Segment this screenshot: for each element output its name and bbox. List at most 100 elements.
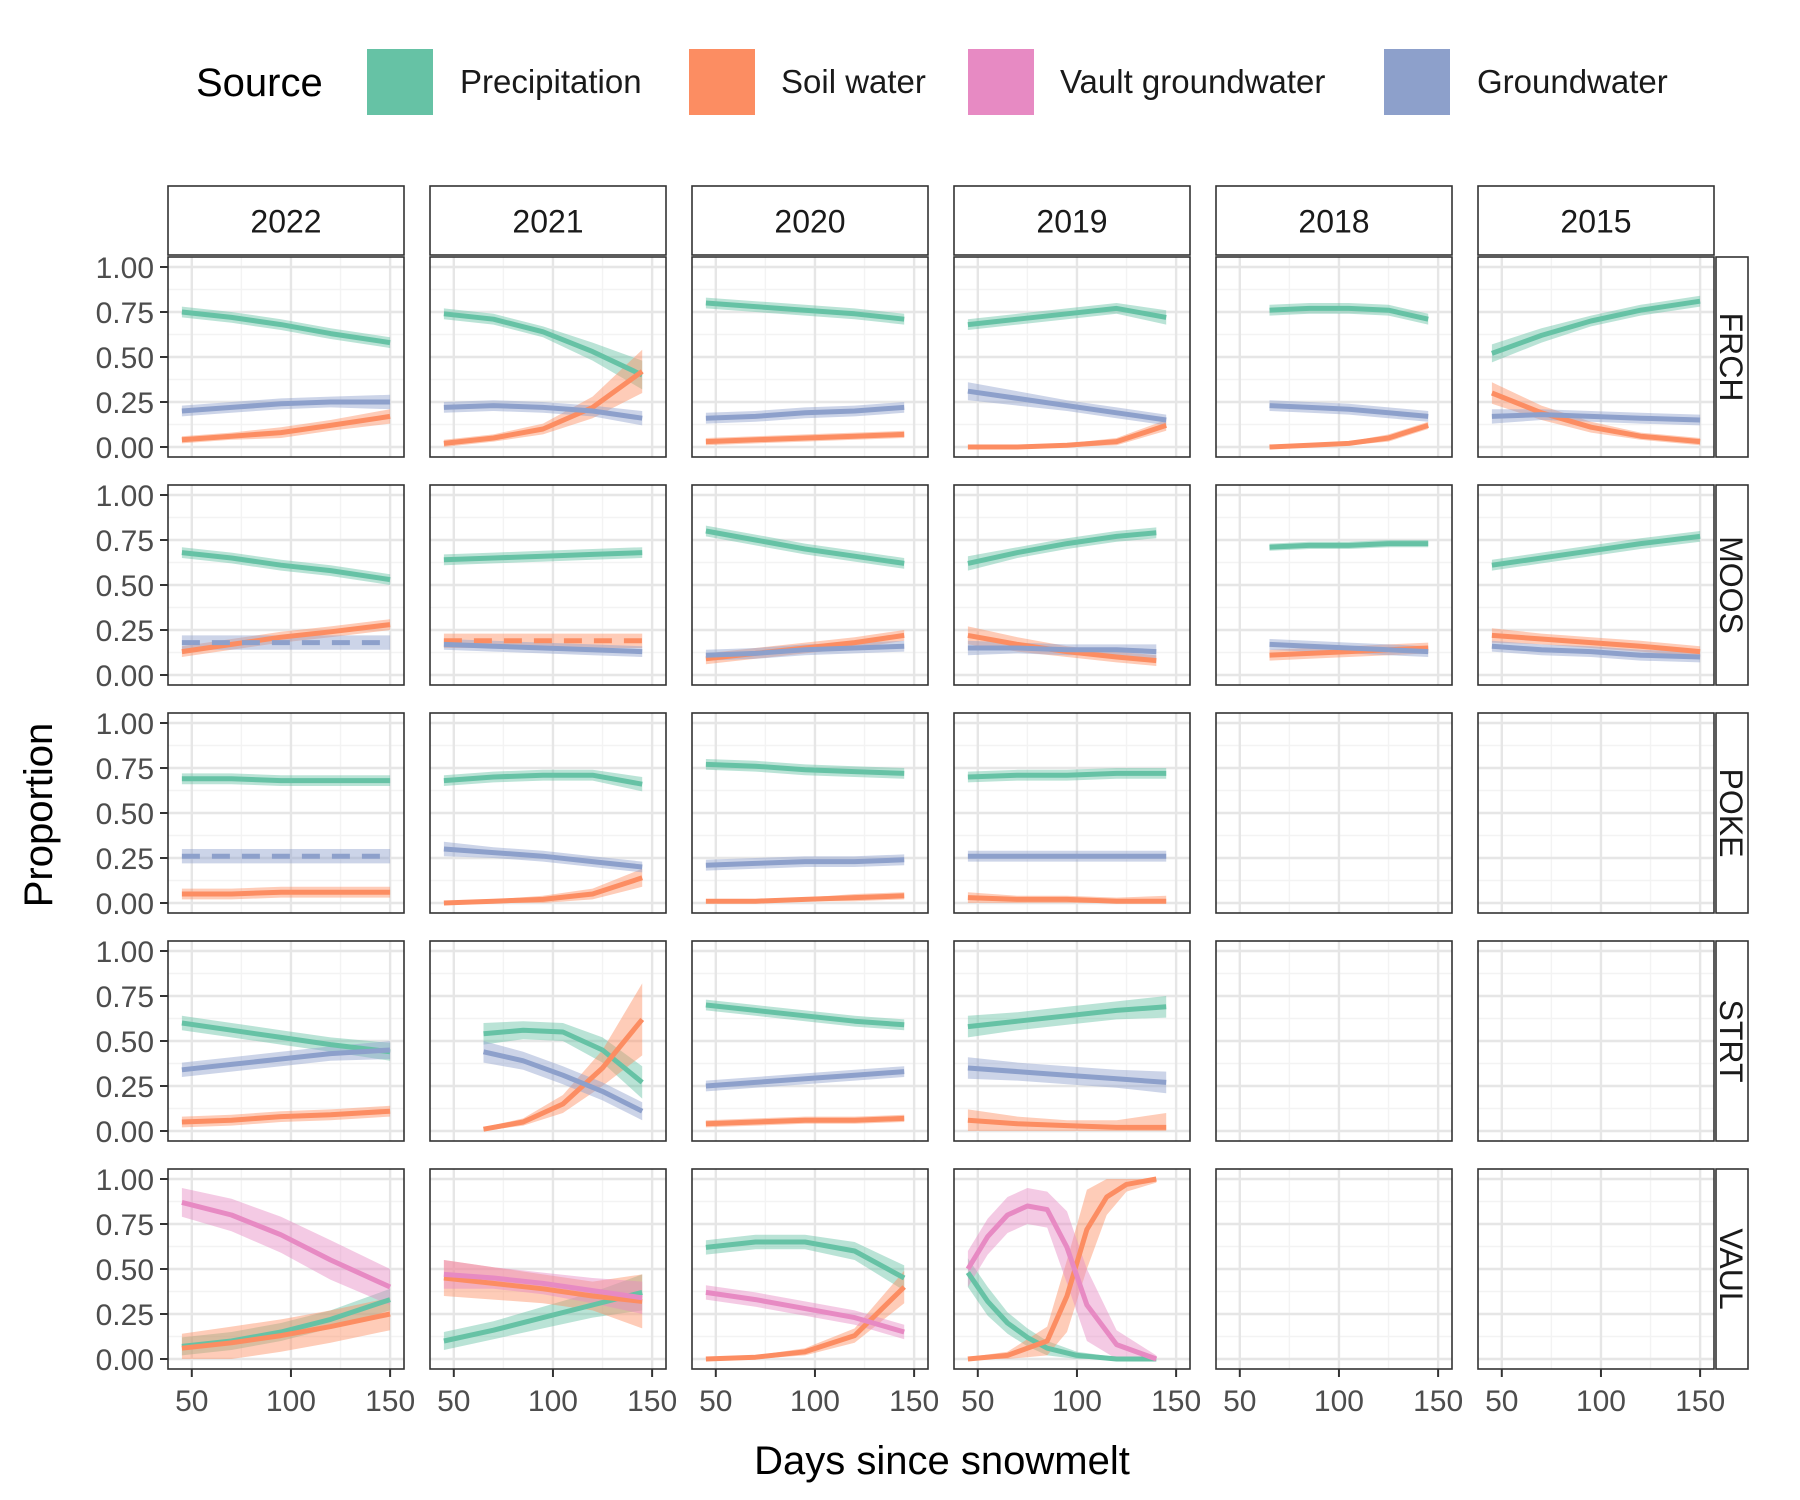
y-tick-label: 1.00 [96,708,154,741]
legend-label: Vault groundwater [1060,63,1325,100]
series-line [181,1311,391,1351]
series-line [1269,305,1429,322]
row-strip: MOOS [1713,484,1749,686]
series-line [967,388,1167,423]
column-strip: 2019 [953,185,1191,256]
series-line [443,403,643,421]
series-line [705,893,905,904]
panel-grid [1216,257,1452,457]
row-strip: POKE [1713,712,1749,914]
confidence-band [1269,421,1429,447]
series-line [705,643,905,658]
row-label: VAUL [1713,1228,1749,1309]
legend-item: Vault groundwater [968,49,1325,115]
panel-grid [1478,1169,1714,1369]
panel-grid [692,941,928,1141]
series-line [1491,412,1701,423]
series-line [181,622,391,655]
x-tick-label: 150 [365,1385,415,1418]
row-label: POKE [1713,769,1749,858]
panel-grid [430,257,666,457]
y-tick-label: 0.00 [96,432,154,465]
y-tick-label: 0.00 [96,1116,154,1149]
legend-title: Source [196,61,323,105]
row-label: STRT [1713,1000,1749,1083]
column-label: 2022 [250,204,321,240]
series-line [705,431,905,445]
y-tick-label: 1.00 [96,252,154,285]
series-line [705,1069,905,1089]
y-tick-label: 1.00 [96,1164,154,1197]
series-line [1269,541,1429,550]
series-line [181,550,391,583]
series-line [967,1004,1167,1030]
panel-border [1477,256,1715,458]
series-line [1269,641,1429,655]
series-line [483,1027,644,1085]
facet-panel [953,940,1191,1142]
y-tick-label: 0.50 [96,570,154,603]
x-tick-label: 50 [175,1385,208,1418]
column-label: 2021 [512,204,583,240]
x-tick-label: 100 [266,1385,316,1418]
panel-grid [1216,941,1452,1141]
facet-panel [429,940,667,1142]
panel-border [1477,484,1715,686]
panel-grid [954,941,1190,1141]
facet-panel [167,1168,405,1370]
series-line [181,1020,391,1055]
column-label: 2020 [774,204,845,240]
column-strip: 2020 [691,185,929,256]
x-tick-label: 50 [1485,1385,1518,1418]
x-tick-label: 150 [1675,1385,1725,1418]
facet-panel [429,1168,667,1370]
legend-label: Groundwater [1477,63,1668,100]
facet-panel [1477,484,1715,686]
panel-grid [1478,257,1714,457]
column-label: 2019 [1036,204,1107,240]
facet-panel [691,712,929,914]
y-tick-label: 0.00 [96,1344,154,1377]
series-line [443,1275,643,1304]
series-line [181,309,391,346]
facet-panel [1477,1168,1715,1370]
x-tick-label: 50 [1223,1385,1256,1418]
y-tick-label: 0.25 [96,1299,154,1332]
x-tick-label: 150 [1151,1385,1201,1418]
panel-grid [1478,941,1714,1141]
series-line [443,1271,643,1301]
series-line [967,423,1167,450]
y-tick-label: 0.50 [96,798,154,831]
series-line [443,846,643,870]
y-axis-label: Proportion [17,723,61,908]
facet-panel [1215,940,1453,1142]
confidence-band [967,1179,1157,1359]
panel-border [1477,940,1715,1142]
panel-border [1477,1168,1715,1370]
panel-border [1477,712,1715,914]
facet-panel [691,484,929,686]
x-tick-label: 100 [790,1385,840,1418]
legend-label: Precipitation [460,63,642,100]
legend-item: Precipitation [367,49,642,115]
y-tick-label: 1.00 [96,480,154,513]
x-tick-label: 100 [1052,1385,1102,1418]
x-tick-label: 150 [627,1385,677,1418]
series-line [443,875,643,906]
facet-panel [1215,712,1453,914]
panel-border [691,712,929,914]
y-axis: 0.00 0.25 0.50 0.75 1.00 [96,708,168,921]
series-line [705,404,905,421]
panel-grid [1216,713,1452,913]
row-label: FRCH [1713,313,1749,402]
panel-grid [1478,713,1714,913]
x-tick-label: 50 [699,1385,732,1418]
panel-grid [954,485,1190,685]
panel-border [1215,1168,1453,1370]
facet-panel [953,1168,1191,1370]
series-line [967,1176,1157,1362]
facet-panel [691,256,929,458]
panel-border [691,1168,929,1370]
series-line [181,413,391,443]
legend: Source Precipitation Soil water Vault grou… [196,49,1668,115]
